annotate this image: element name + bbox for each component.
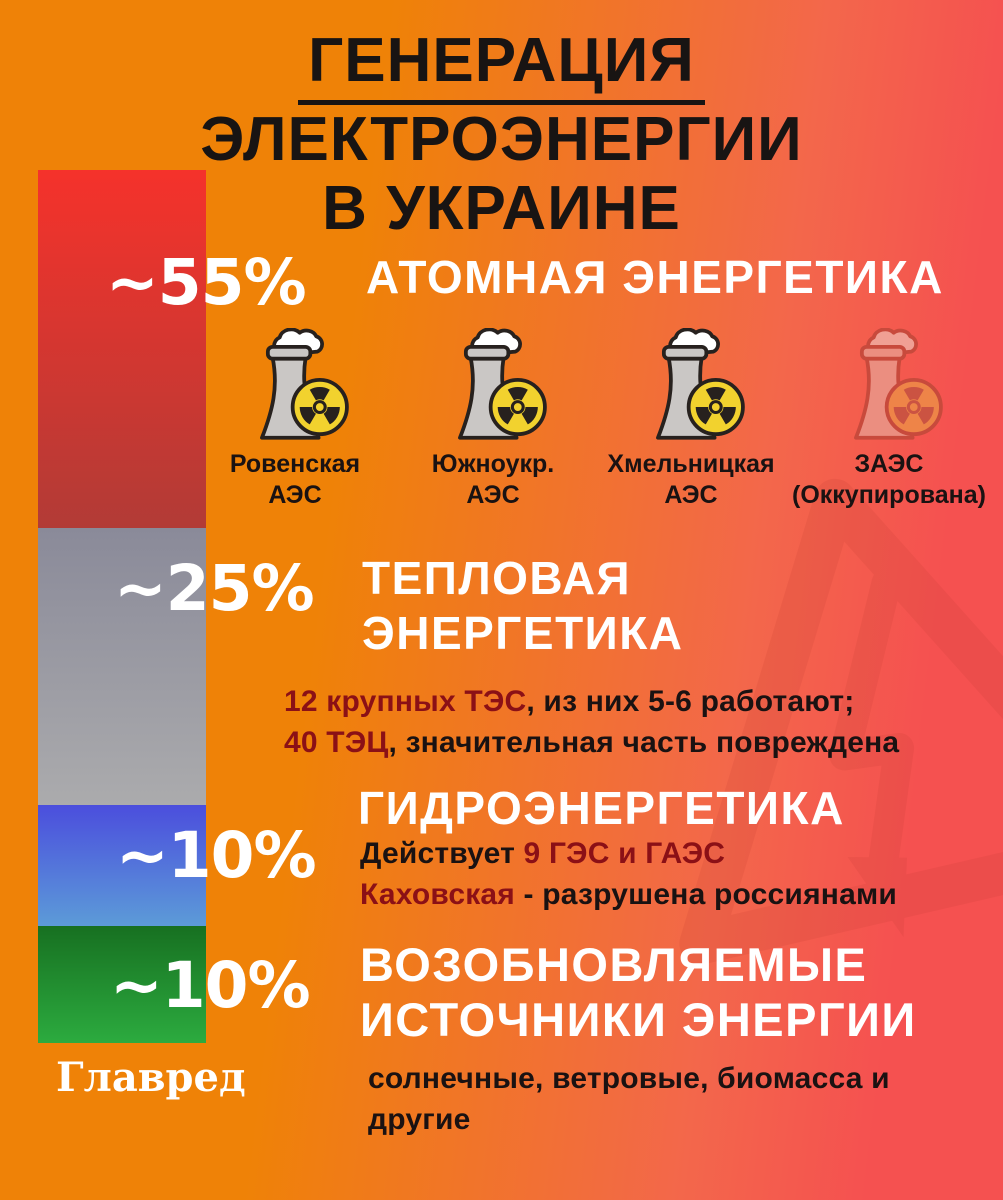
heading-atomic: АТОМНАЯ ЭНЕРГЕТИКА [366, 251, 944, 303]
nuclear-plant-icon [656, 328, 745, 440]
nuclear-plant: Южноукр. АЭС [394, 328, 592, 511]
pct-renewable: ~10% [110, 949, 311, 1022]
nuclear-plants-row: Ровенская АЭС Южноукр. [196, 328, 988, 511]
plant-name: ЗАЭС (Оккупирована) [792, 450, 986, 509]
bar-segment-atomic [38, 170, 206, 528]
plant-name: Южноукр. АЭС [431, 450, 555, 509]
bar-segment-hydro [38, 805, 206, 926]
nuclear-plant-icon [260, 328, 349, 440]
nuclear-plant: Ровенская АЭС [196, 328, 394, 511]
nuclear-plant-icon [458, 328, 547, 440]
nuclear-plant-occupied: ЗАЭС (Оккупирована) [790, 328, 988, 511]
page-title: ГЕНЕРАЦИЯ ЭЛЕКТРОЭНЕРГИИ В УКРАИНЕ [0, 26, 1003, 243]
high-voltage-watermark [679, 478, 1003, 965]
pct-atomic: ~55% [106, 246, 307, 319]
stacked-bar [38, 170, 206, 1043]
hydro-note: Действует 9 ГЭС и ГАЭС Каховская - разру… [360, 837, 898, 911]
brand-glavred: Главред [56, 1054, 246, 1101]
bar-segment-renewable [38, 926, 206, 1043]
title-line-2: ЭЛЕКТРОЭНЕРГИИ [200, 105, 803, 174]
title-line-3: В УКРАИНЕ [322, 174, 681, 243]
nuclear-plant-occupied-icon [854, 328, 943, 440]
renewable-note: солнечные, ветровые, биомасса и другие [368, 1062, 890, 1136]
title-line-1: ГЕНЕРАЦИЯ [298, 26, 705, 105]
plant-name: Хмельницкая АЭС [607, 450, 775, 509]
nuclear-plant: Хмельницкая АЭС [592, 328, 790, 511]
plant-name: Ровенская АЭС [229, 450, 361, 509]
bar-segment-thermal [38, 528, 206, 805]
pct-thermal: ~25% [114, 552, 315, 625]
heading-renewable: ВОЗОБНОВЛЯЕМЫЕ ИСТОЧНИКИ ЭНЕРГИИ [360, 938, 917, 1046]
heading-thermal: ТЕПЛОВАЯ ЭНЕРГЕТИКА [362, 552, 684, 659]
thermal-note: 12 крупных ТЭС, из них 5-6 работают; 40 … [284, 685, 900, 759]
heading-hydro: ГИДРОЭНЕРГЕТИКА [358, 782, 845, 834]
pct-hydro: ~10% [116, 819, 317, 892]
